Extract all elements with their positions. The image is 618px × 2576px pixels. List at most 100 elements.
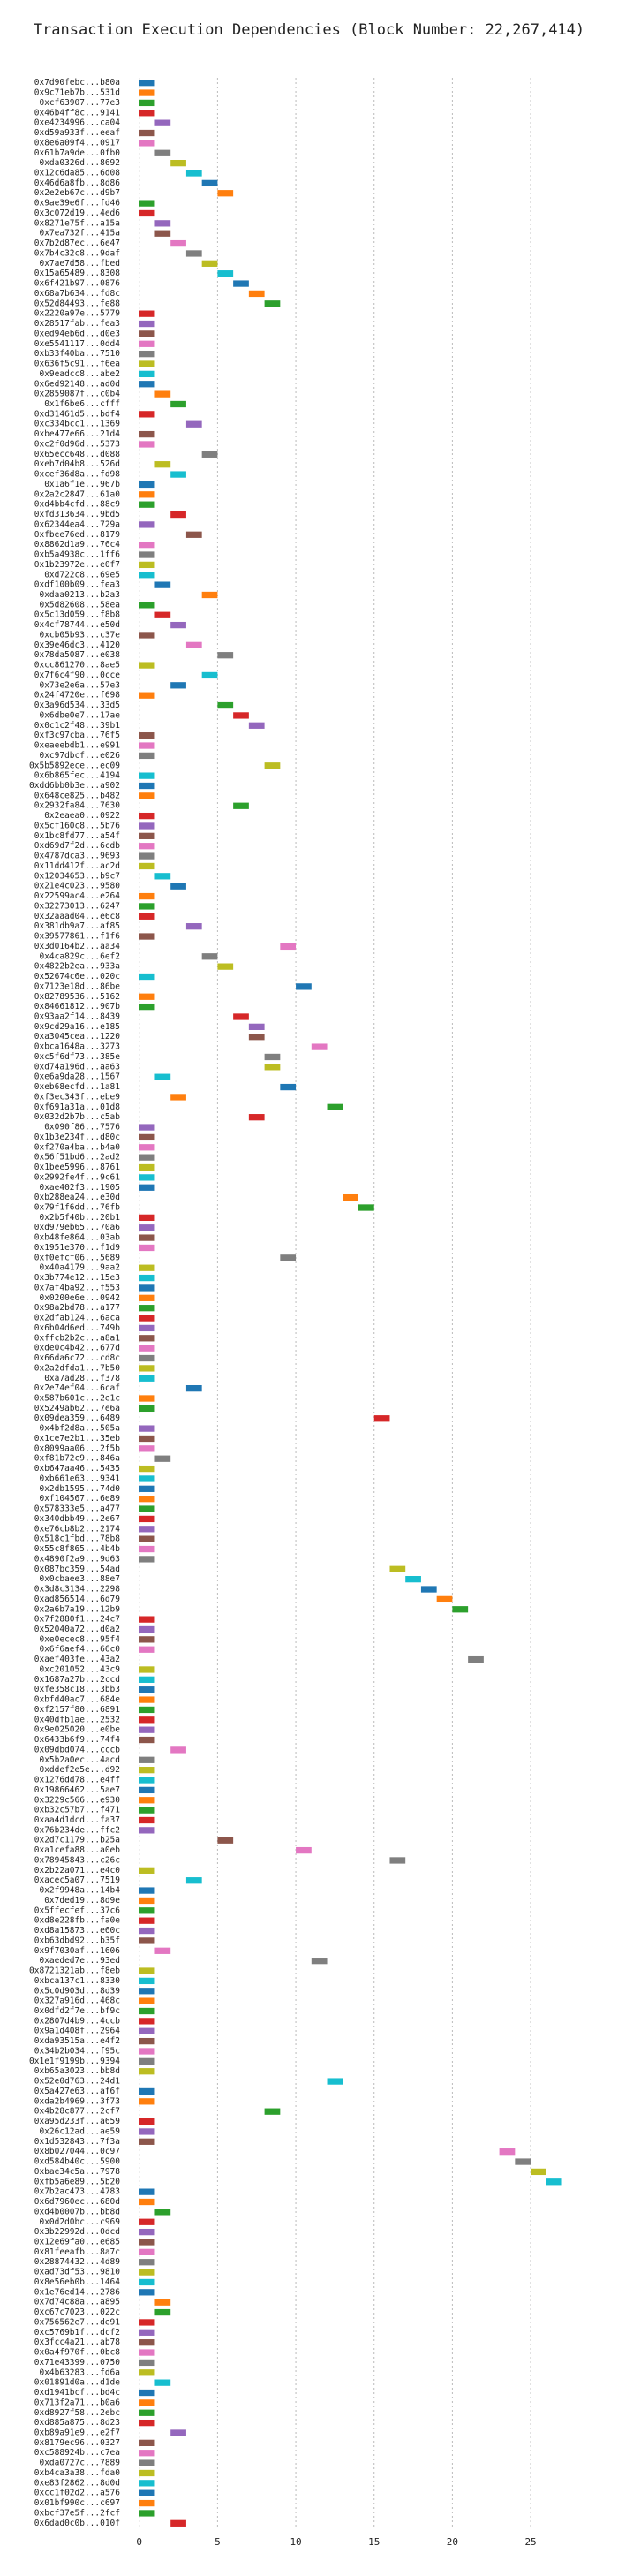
bar xyxy=(139,1786,155,1794)
bar xyxy=(139,1315,155,1322)
bar xyxy=(139,542,155,549)
bar xyxy=(280,1254,297,1261)
y-tick-label: 0x39e46dc3...4120 xyxy=(34,640,121,650)
bar xyxy=(139,1676,155,1683)
bar xyxy=(217,190,234,197)
bar xyxy=(139,632,155,639)
bar xyxy=(139,411,155,418)
bar xyxy=(248,1034,265,1041)
bar xyxy=(139,370,155,378)
bar xyxy=(139,501,155,508)
bar xyxy=(139,2319,155,2326)
bar xyxy=(185,250,202,257)
y-tick-label: 0x578333e5...a477 xyxy=(34,1504,120,1514)
y-tick-label: 0x84661812...907b xyxy=(34,1002,121,1011)
y-tick-label: 0xcc1f02d2...a576 xyxy=(34,2489,121,2498)
x-tick-label: 15 xyxy=(368,2536,380,2548)
bar xyxy=(139,1184,155,1191)
bar xyxy=(139,1616,155,1623)
bar xyxy=(139,1937,155,1944)
bar xyxy=(139,491,155,498)
y-tick-label: 0x0dfd2f7e...bf9c xyxy=(34,2006,120,2016)
y-tick-label: 0xb5a4938c...1ff6 xyxy=(34,550,121,560)
bar xyxy=(296,1846,312,1854)
bar xyxy=(139,2469,155,2477)
y-tick-label: 0xf3c97cba...76f5 xyxy=(34,731,120,740)
bar xyxy=(139,330,155,337)
y-tick-label: 0x0c1c2f48...39b1 xyxy=(34,721,121,731)
bar xyxy=(139,1716,155,1724)
bar xyxy=(139,340,155,347)
bar xyxy=(217,270,234,277)
y-tick-label: 0x3a96d534...33d5 xyxy=(34,701,120,710)
bar xyxy=(139,1927,155,1935)
bar xyxy=(296,983,312,990)
y-tick-label: 0xaa4d1dcd...fa37 xyxy=(34,1815,120,1825)
y-tick-label: 0x2e74ef04...6caf xyxy=(34,1383,120,1393)
y-tick-label: 0xad856514...6d79 xyxy=(34,1595,121,1604)
bar xyxy=(170,159,186,167)
y-tick-label: 0x327a916d...468c xyxy=(34,1996,120,2006)
y-tick-label: 0xb647aa46...5435 xyxy=(34,1464,120,1474)
bar xyxy=(170,682,186,689)
bar xyxy=(139,551,155,558)
y-tick-label: 0x6dad0c0b...010f xyxy=(34,2519,120,2528)
bar xyxy=(139,1264,155,1271)
bar xyxy=(154,2308,171,2316)
bar xyxy=(139,2068,155,2075)
y-tick-label: 0x9a1d408f...2964 xyxy=(34,2027,121,2036)
y-tick-label: 0x79f1f6dd...76fb xyxy=(34,1202,121,1212)
y-tick-label: 0x40a4179...9aa2 xyxy=(39,1263,120,1273)
y-tick-label: 0x28874432...4d89 xyxy=(34,2257,121,2267)
bar xyxy=(139,1767,155,1774)
y-tick-label: 0x7ae7d58...fbed xyxy=(39,259,120,269)
y-tick-label: 0x7b4c32c8...9daf xyxy=(34,248,120,258)
bar xyxy=(139,1988,155,1995)
y-tick-label: 0xad73df53...9810 xyxy=(34,2268,121,2277)
y-tick-label: 0x52e0d763...24d1 xyxy=(34,2077,121,2087)
bar xyxy=(373,1415,390,1422)
y-tick-label: 0x4ca829c...6ef2 xyxy=(39,951,120,961)
bar xyxy=(139,2218,155,2225)
bar xyxy=(139,2027,155,2034)
bar xyxy=(139,752,155,760)
bar xyxy=(139,822,155,830)
y-tick-label: 0x40dfb1ae...2532 xyxy=(34,1715,120,1724)
bar xyxy=(139,351,155,358)
y-tick-label: 0x7f6c4f90...0cce xyxy=(34,671,121,680)
y-tick-label: 0x7ded19...8d9e xyxy=(44,1896,120,1905)
bar xyxy=(515,2158,531,2165)
y-tick-label: 0x8099aa06...2f5b xyxy=(34,1443,121,1453)
bar xyxy=(139,2087,155,2095)
y-tick-label: 0x5b5892ece...ec09 xyxy=(29,761,120,770)
bar xyxy=(327,2078,343,2085)
bar xyxy=(139,1917,155,1924)
bar xyxy=(139,892,155,900)
y-tick-label: 0xd4bb4cfd...88c9 xyxy=(34,500,121,510)
y-tick-label: 0xf2157f80...6891 xyxy=(34,1705,121,1715)
y-tick-label: 0xc201052...43c9 xyxy=(39,1664,120,1674)
bar xyxy=(233,802,249,809)
bar xyxy=(389,1857,406,1864)
y-tick-label: 0xd31461d5...bdf4 xyxy=(34,409,121,419)
bar xyxy=(139,310,155,317)
y-tick-label: 0x61b7a9de...0fb0 xyxy=(34,148,121,158)
y-tick-label: 0x4b63283...fd6a xyxy=(39,2368,120,2377)
y-tick-label: 0xc2f0d96d...5373 xyxy=(34,439,120,449)
bar xyxy=(139,1696,155,1703)
y-tick-label: 0x15a65489...8308 xyxy=(34,269,121,278)
y-tick-label: 0xd8927f58...2ebc xyxy=(34,2408,120,2418)
y-tick-label: 0x1a6f1e...967b xyxy=(44,480,120,489)
bar xyxy=(139,1214,155,1222)
bar xyxy=(201,179,218,187)
bar xyxy=(139,1526,155,1533)
y-tick-label: 0x6433b6f9...74f4 xyxy=(34,1735,121,1745)
bar xyxy=(139,1475,155,1482)
y-tick-label: 0xd979eb65...70a6 xyxy=(34,1223,121,1232)
bar xyxy=(405,1576,421,1583)
bar xyxy=(139,1736,155,1744)
bar xyxy=(139,1797,155,1804)
bar xyxy=(420,1586,437,1593)
y-tick-label: 0xbcf37e5f...2fcf xyxy=(34,2508,120,2518)
y-tick-label: 0x7b2d87ec...6e47 xyxy=(34,239,120,248)
